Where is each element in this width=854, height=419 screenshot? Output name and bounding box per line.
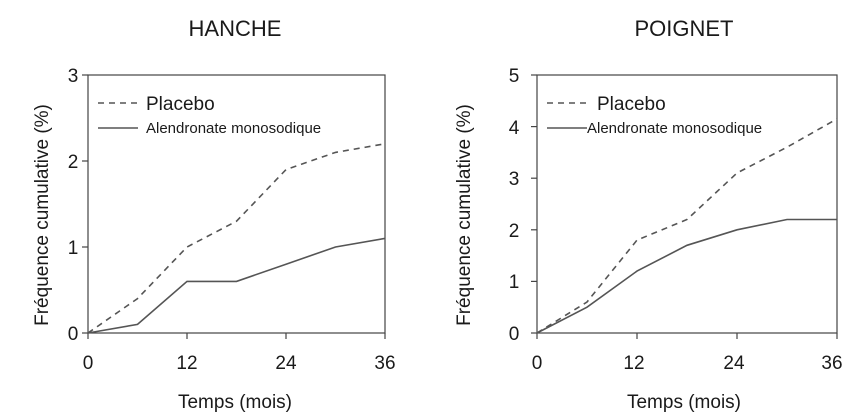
series-line-placebo bbox=[536, 118, 838, 334]
tick-marks bbox=[531, 74, 838, 339]
x-tick-label: 24 bbox=[275, 353, 297, 374]
x-tick-label: 0 bbox=[532, 353, 543, 374]
legend-label-alendronate: Alendronate monosodique bbox=[587, 120, 762, 137]
series-line-alendronate bbox=[87, 237, 386, 334]
y-tick-label: 3 bbox=[509, 169, 520, 190]
series-line-placebo bbox=[87, 143, 386, 334]
y-tick-label: 4 bbox=[509, 118, 520, 139]
y-tick-label: 0 bbox=[509, 324, 520, 345]
series-group bbox=[536, 118, 838, 334]
x-axis-label: Temps (mois) bbox=[627, 392, 741, 413]
legend-label-alendronate: Alendronate monosodique bbox=[146, 120, 321, 137]
y-tick-label: 1 bbox=[68, 238, 79, 259]
x-tick-label: 0 bbox=[83, 353, 94, 374]
y-tick-label: 2 bbox=[509, 221, 520, 242]
series-group bbox=[87, 143, 386, 334]
x-tick-label: 36 bbox=[821, 353, 842, 374]
y-axis-label: Fréquence cumulative (%) bbox=[454, 104, 475, 326]
y-tick-label: 1 bbox=[509, 272, 520, 293]
y-tick-label: 2 bbox=[68, 152, 79, 173]
x-axis-label: Temps (mois) bbox=[178, 392, 292, 413]
y-axis-label: Fréquence cumulative (%) bbox=[32, 104, 53, 326]
legend-label-placebo: Placebo bbox=[597, 94, 666, 115]
legend-label-placebo: Placebo bbox=[146, 94, 215, 115]
x-tick-label: 36 bbox=[374, 353, 395, 374]
chart-poignet: POIGNET Fréquence cumulative (%) Temps (… bbox=[454, 16, 843, 413]
chart-title: HANCHE bbox=[189, 16, 282, 41]
y-tick-label: 0 bbox=[68, 324, 79, 345]
y-tick-label: 3 bbox=[68, 66, 79, 87]
plot-frame bbox=[536, 74, 838, 334]
x-tick-label: 12 bbox=[176, 353, 197, 374]
x-tick-label: 12 bbox=[623, 353, 644, 374]
chart-title: POIGNET bbox=[634, 16, 733, 41]
x-tick-label: 24 bbox=[723, 353, 745, 374]
y-tick-label: 5 bbox=[509, 66, 520, 87]
plot-frame bbox=[87, 74, 386, 334]
tick-marks bbox=[82, 74, 386, 339]
series-line-alendronate bbox=[536, 218, 837, 334]
chart-hanche: HANCHE Fréquence cumulative (%) Temps (m… bbox=[32, 16, 396, 413]
